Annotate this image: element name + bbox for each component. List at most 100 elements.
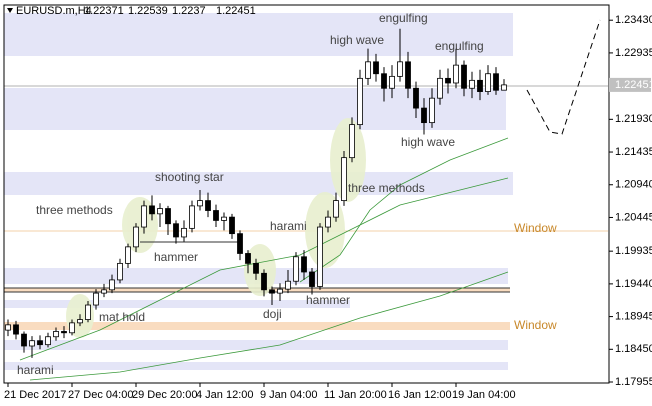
y-tick-label: 1.22935 bbox=[615, 47, 652, 59]
candle-body bbox=[141, 205, 147, 228]
candle-body bbox=[5, 324, 11, 331]
candle-body bbox=[245, 253, 251, 264]
candle-body bbox=[21, 333, 27, 347]
candle-body bbox=[389, 75, 395, 89]
annotation: doji bbox=[263, 307, 282, 321]
candle-body bbox=[333, 200, 339, 218]
x-tick-label: 9 Jan 04:00 bbox=[260, 389, 318, 401]
ohlc-value: 1.2237 bbox=[172, 5, 206, 17]
candle-body bbox=[45, 336, 51, 346]
candle-body bbox=[157, 208, 163, 215]
annotation: three methods bbox=[348, 181, 425, 195]
candle-body bbox=[221, 216, 227, 221]
y-tick-label: 1.19935 bbox=[615, 245, 652, 257]
candle-body bbox=[357, 77, 363, 126]
ohlc-value: 1.22451 bbox=[216, 5, 256, 17]
moving-averages bbox=[19, 137, 509, 381]
x-tick-label: 27 Dec 04:00 bbox=[68, 389, 133, 401]
y-tick-label: 1.20940 bbox=[615, 179, 652, 191]
candle-body bbox=[237, 233, 243, 254]
candle-body bbox=[77, 319, 83, 324]
candle-body bbox=[373, 61, 379, 75]
candle-body bbox=[485, 73, 491, 92]
candle-body bbox=[109, 279, 115, 291]
forecast bbox=[526, 19, 601, 135]
candle-body bbox=[125, 246, 131, 264]
candle-body bbox=[133, 226, 139, 248]
annotation: engulfing bbox=[435, 39, 484, 53]
candle-body bbox=[421, 107, 427, 124]
header: EURUSD.m,H4 1.22371 1.22539 1.2237 1.22451 bbox=[7, 5, 256, 17]
annotation: three methods bbox=[36, 203, 113, 217]
ohlc-value: 1.22539 bbox=[128, 5, 168, 17]
candle-body bbox=[85, 304, 91, 320]
candle-body bbox=[37, 340, 43, 346]
candle-body bbox=[13, 324, 19, 335]
x-tick-label: 21 Dec 2017 bbox=[4, 389, 66, 401]
candle-body bbox=[261, 272, 267, 291]
candle-body bbox=[149, 205, 155, 215]
candle-body bbox=[453, 64, 459, 84]
candle-body bbox=[181, 227, 187, 238]
candle-body bbox=[429, 97, 435, 124]
candle-body bbox=[381, 73, 387, 89]
annotation: hammer bbox=[154, 250, 198, 264]
candle-body bbox=[61, 331, 67, 334]
candle-body bbox=[213, 210, 219, 221]
price-label-box bbox=[609, 77, 651, 92]
candle-body bbox=[205, 200, 211, 211]
candle-body bbox=[93, 292, 99, 306]
candle-body bbox=[477, 79, 483, 92]
candle-body bbox=[117, 262, 123, 281]
x-tick-label: 16 Jan 12:00 bbox=[388, 389, 452, 401]
candle-body bbox=[229, 216, 235, 235]
annotation: shooting star bbox=[155, 170, 224, 184]
annotation: Window bbox=[514, 221, 557, 235]
annotation: mat hold bbox=[99, 310, 145, 324]
candle-body bbox=[285, 280, 291, 290]
x-tick-label: 4 Jan 12:00 bbox=[196, 389, 254, 401]
candle-body bbox=[165, 208, 171, 225]
ohlc-value: 1.22371 bbox=[84, 5, 124, 17]
candle-body bbox=[349, 124, 355, 159]
candle-body bbox=[101, 289, 107, 294]
annotation: harami bbox=[270, 219, 307, 233]
x-tick-label: 19 Jan 04:00 bbox=[452, 389, 516, 401]
annotation: hammer bbox=[306, 293, 350, 307]
y-tick-label: 1.18450 bbox=[615, 343, 652, 355]
candle-body bbox=[173, 223, 179, 238]
annotation: engulfing bbox=[379, 11, 428, 25]
candle-body bbox=[301, 256, 307, 273]
candle-body bbox=[461, 64, 467, 89]
candle-body bbox=[341, 157, 347, 202]
y-tick-label: 1.18945 bbox=[615, 310, 652, 322]
y-tick-label: 1.21435 bbox=[615, 146, 652, 158]
price-label: 1.22451 bbox=[615, 79, 652, 91]
candle-body bbox=[317, 226, 323, 287]
y-tick-label: 1.20445 bbox=[615, 211, 652, 223]
candle-body bbox=[29, 340, 35, 347]
candle-body bbox=[269, 289, 275, 294]
annotation: harami bbox=[17, 363, 54, 377]
candle-body bbox=[469, 79, 475, 89]
y-tick-label: 1.23430 bbox=[615, 14, 652, 26]
candle-body bbox=[397, 61, 403, 77]
candle-body bbox=[501, 84, 507, 91]
candle-body bbox=[493, 73, 499, 91]
candle-body bbox=[293, 256, 299, 282]
y-tick-label: 1.17955 bbox=[615, 376, 652, 388]
candle-body bbox=[309, 271, 315, 287]
y-tick-label: 1.21930 bbox=[615, 113, 652, 125]
annotation: high wave bbox=[330, 33, 384, 47]
candle-body bbox=[365, 61, 371, 79]
candle-body bbox=[197, 200, 203, 207]
y-tick-label: 1.19440 bbox=[615, 278, 652, 290]
annotation: Window bbox=[514, 318, 557, 332]
candle-body bbox=[413, 87, 419, 109]
candle-body bbox=[325, 216, 331, 228]
plot-frame bbox=[3, 4, 610, 384]
zones bbox=[4, 13, 513, 370]
candle-body bbox=[189, 205, 195, 229]
candle-body bbox=[53, 331, 59, 338]
candle-body bbox=[253, 262, 259, 274]
